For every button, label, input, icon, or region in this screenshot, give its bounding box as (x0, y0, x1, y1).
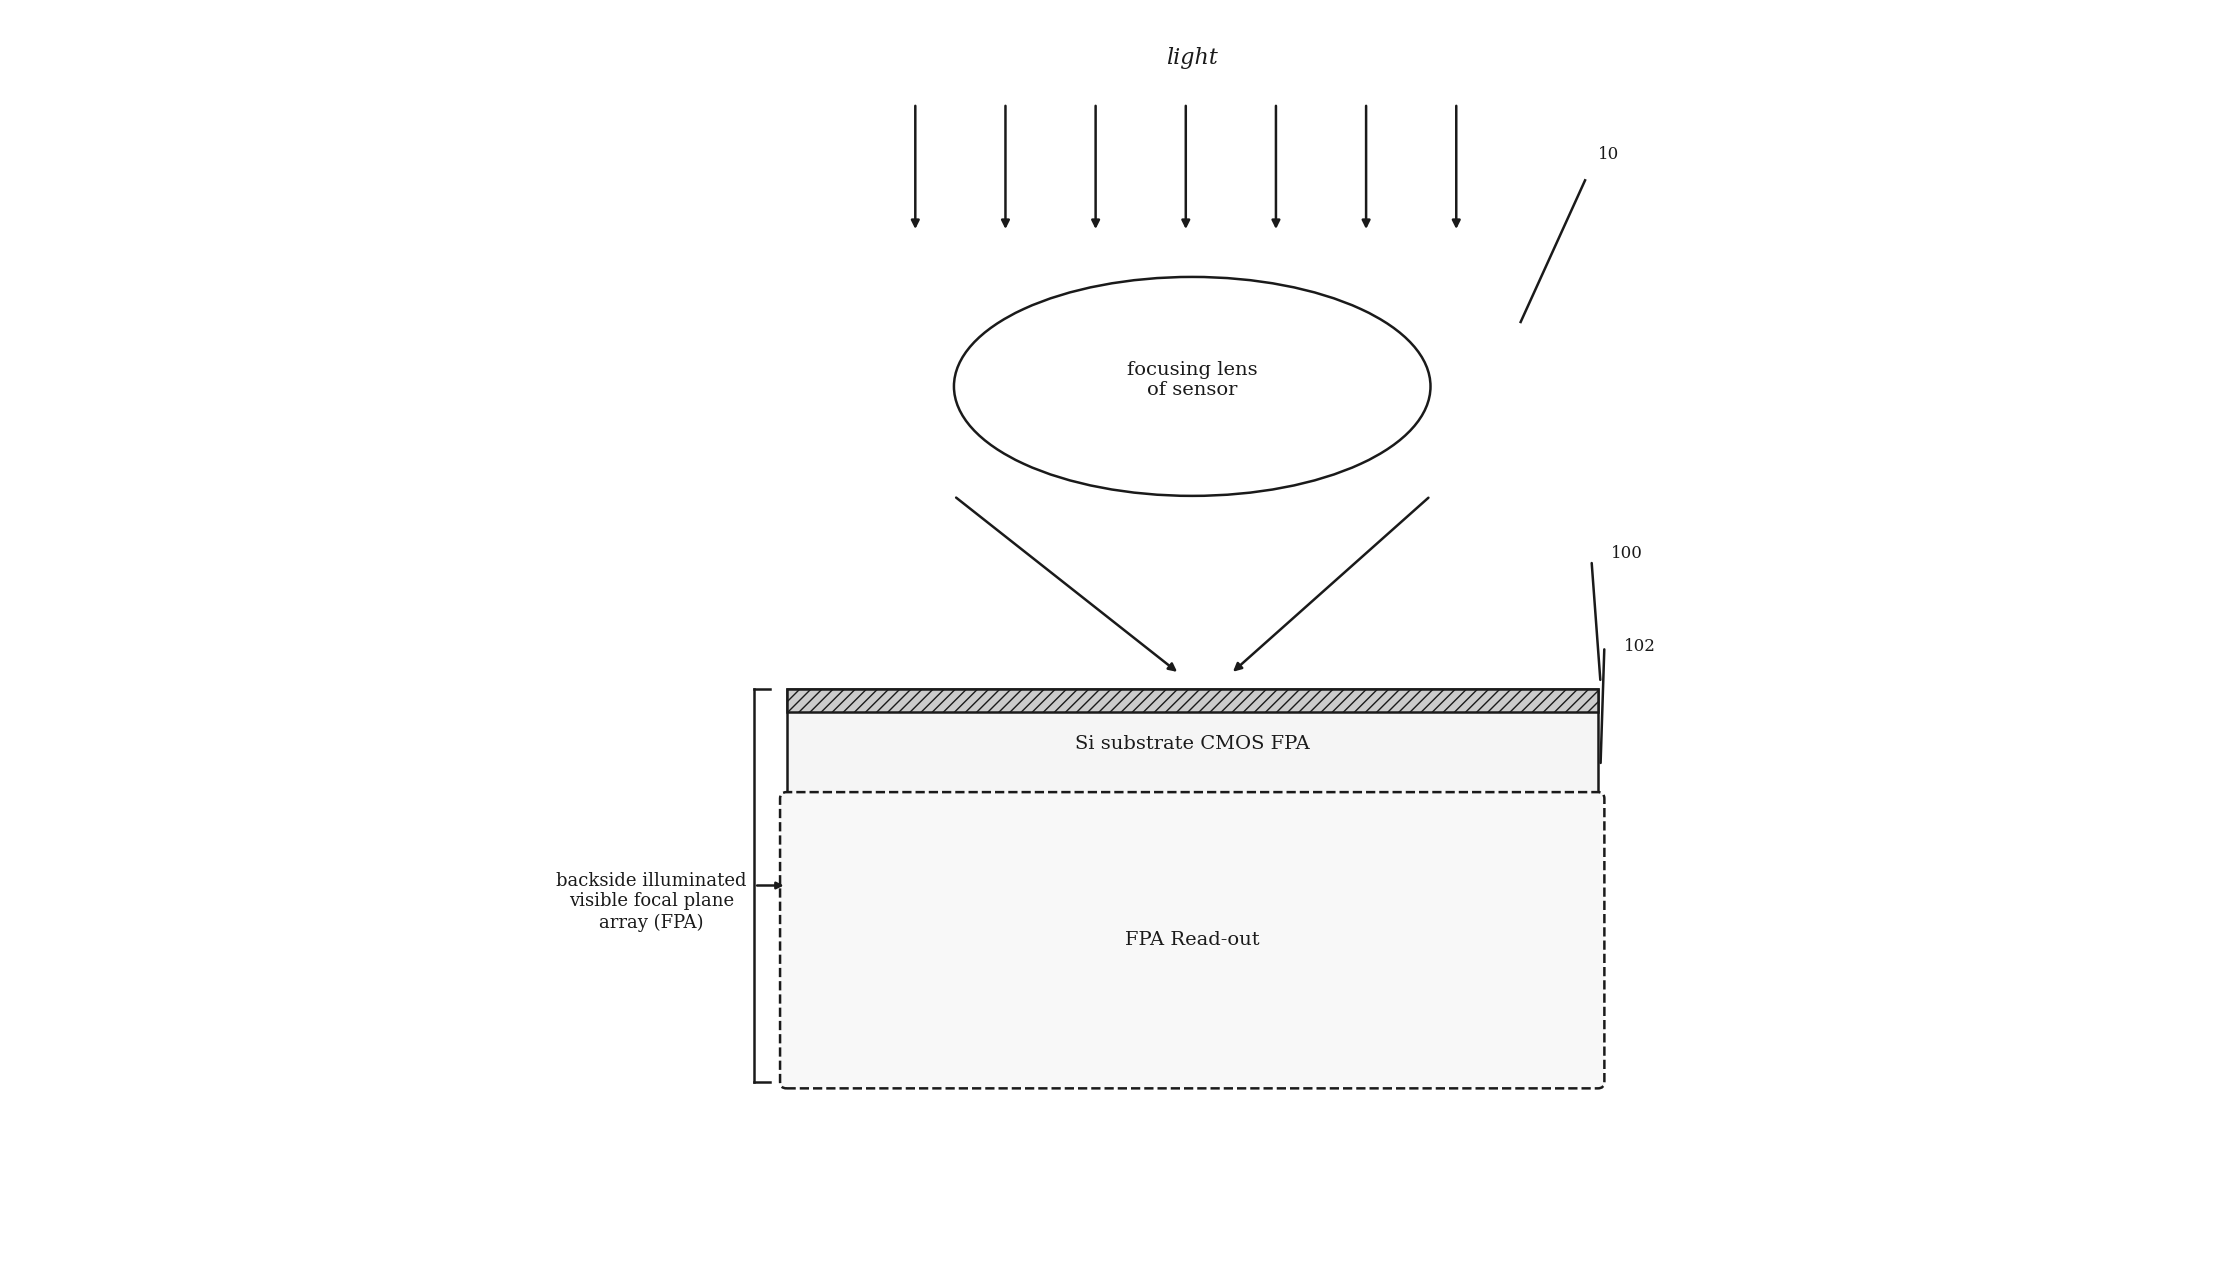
Text: 10: 10 (1598, 146, 1618, 164)
Text: Si substrate CMOS FPA: Si substrate CMOS FPA (1075, 735, 1310, 753)
Circle shape (1390, 805, 1437, 851)
Text: 102: 102 (1623, 638, 1656, 656)
Circle shape (876, 805, 922, 851)
Bar (787, 689, 1598, 712)
Text: light: light (1166, 46, 1217, 70)
Text: 100: 100 (1612, 545, 1643, 563)
Circle shape (1317, 805, 1361, 851)
Circle shape (803, 805, 849, 851)
Circle shape (1095, 805, 1142, 851)
Circle shape (1022, 805, 1069, 851)
FancyBboxPatch shape (780, 792, 1605, 1088)
Circle shape (1536, 805, 1583, 851)
Circle shape (1168, 805, 1215, 851)
Text: focusing lens
of sensor: focusing lens of sensor (1126, 361, 1257, 399)
Text: backside illuminated
visible focal plane
array (FPA): backside illuminated visible focal plane… (556, 872, 747, 931)
Circle shape (1242, 805, 1288, 851)
Circle shape (949, 805, 995, 851)
Text: FPA Read-out: FPA Read-out (1124, 931, 1259, 949)
Bar (787, 689, 1598, 799)
Circle shape (1463, 805, 1510, 851)
